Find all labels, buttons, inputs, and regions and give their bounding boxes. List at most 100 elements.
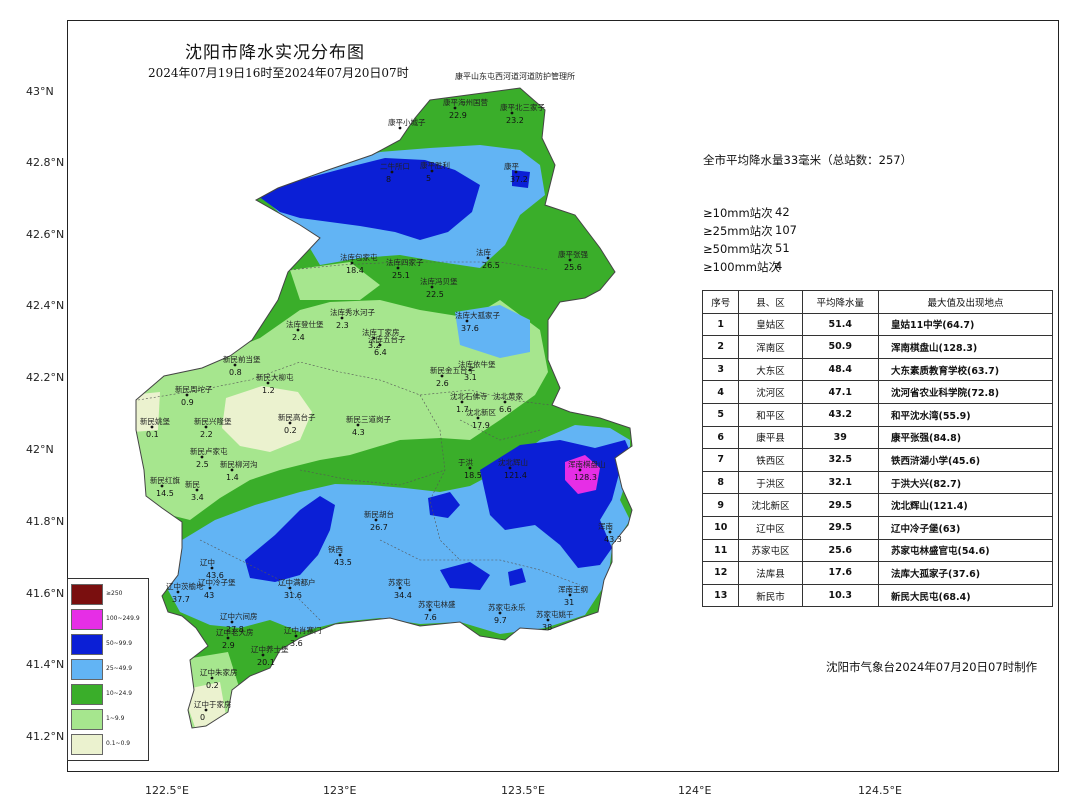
station-marker: 辽中 43.6 [200,557,224,580]
station-dot [356,423,360,427]
station-marker: 沈北辉山 121.4 [498,457,528,480]
station-name: 法库包家屯 [340,252,378,262]
row-index: 2 [701,335,740,359]
district-name: 和平区 [738,402,803,427]
station-value: 0 [200,713,205,722]
station-marker: 新民前当堡 0.8 [223,354,261,377]
threshold-value: 107 [775,223,797,237]
map-title: 沈阳市降水实况分布图 [185,43,365,63]
station-name: 新民高台子 [278,412,316,422]
max-station: 和平沈水湾(55.9) [877,402,1054,427]
station-marker: 法库五台子 6.4 [368,334,406,357]
station-value: 0.2 [284,426,297,435]
station-marker: 辽中养士堡 20.1 [251,644,289,667]
station-value: 31 [564,598,574,607]
legend: ≥250 100~249.9 50~99.9 25~49.9 10~24.9 1~9.9 0… [67,578,149,761]
station-dot [440,374,444,378]
station-name: 康平海州国营 [443,97,488,107]
station-dot [498,611,502,615]
station-name: 铁西 [328,544,343,554]
station-value: 18.5 [464,471,482,480]
station-dot [608,530,612,534]
district-name: 大东区 [738,357,803,382]
station-dot [503,400,507,404]
table-row: 6 康平县 39 康平张强(84.8) [701,425,1054,450]
station-marker: 辽中冷子堡 43 [198,577,236,600]
avg-precip: 47.1 [801,380,879,404]
row-index: 3 [701,357,740,382]
station-dot [372,336,376,340]
threshold-row: ≥25mm站次 107 [703,223,797,239]
lat-tick-label: 43°N [26,85,54,98]
station-dot [195,488,199,492]
station-name: 法库四家子 [386,257,424,267]
station-dot [460,400,464,404]
station-dot [294,634,298,638]
lat-tick-label: 42.2°N [26,371,65,384]
row-index: 9 [701,493,740,517]
threshold-label: ≥25mm站次 [703,224,773,238]
station-marker: 苏家屯永乐 9.7 [488,602,526,625]
max-station: 浑南棋盘山(128.3) [877,335,1054,359]
station-name: 辽中老大房 [216,627,254,637]
lat-tick-label: 42.6°N [26,228,65,241]
station-name: 法库大孤家子 [455,310,500,320]
threshold-row: ≥50mm站次 51 [703,241,790,257]
zone-1-10 [290,262,380,300]
avg-precip: 43.2 [801,402,879,427]
threshold-value: 51 [775,241,790,255]
station-name: 康平胜利 [420,160,450,170]
station-dot [476,416,480,420]
district-name: 于洪区 [738,470,803,495]
avg-precip: 39 [801,425,879,450]
row-index: 8 [701,470,740,495]
threshold-row: ≥10mm站次 42 [703,205,790,221]
station-marker: 法库登仕堡 2.4 [286,319,324,342]
station-name: 法库五台子 [368,334,406,344]
col-header: 县、区 [738,290,803,314]
station-dot [160,484,164,488]
avg-precip: 50.9 [801,335,879,359]
district-name: 沈北新区 [738,493,803,517]
legend-item: ≥250 [71,584,145,605]
station-marker: 辽中满都户 31.6 [278,577,316,600]
station-marker: 法库丁家房 3.2 [362,327,400,350]
station-name: 法库依牛堡 [458,359,496,369]
station-name: 康平 [504,161,519,171]
station-dot [261,653,265,657]
station-marker: 康平小城子 [388,117,426,130]
station-dot [185,393,189,397]
station-name: 于洪 [458,457,473,467]
station-value: 26.7 [370,523,388,532]
threshold-label: ≥50mm站次 [703,242,773,256]
station-marker: 沈北石佛寺 1.7 [450,391,488,414]
table-row: 2 浑南区 50.9 浑南棋盘山(128.3) [701,335,1054,359]
station-dot [510,111,514,115]
station-value: 0.2 [206,681,219,690]
station-value: 2.9 [222,641,235,650]
lat-tick-label: 41.4°N [26,658,65,671]
zone-50-100 [428,492,460,518]
table-row: 13 新民市 10.3 新民大民屯(68.4) [701,583,1054,608]
station-dot [226,636,230,640]
station-dot [568,258,572,262]
station-value: 2.4 [292,333,305,342]
legend-item: 10~24.9 [71,684,145,705]
legend-label: 100~249.9 [106,615,140,622]
avg-precip: 32.1 [801,470,879,495]
threshold-row: ≥100mm站次 4 [703,259,782,275]
station-value: 3.4 [191,493,204,502]
station-marker: 沈北黄家 6.6 [493,391,523,414]
station-marker: 法库大孤家子 37.6 [455,310,500,333]
station-name: 新民姚堡 [140,416,170,426]
station-name: 苏家屯姚千 [536,609,574,619]
station-value: 43 [204,591,214,600]
row-index: 11 [701,538,740,563]
row-index: 5 [701,402,740,427]
station-dot [465,319,469,323]
station-name: 浑南棋盘山 [568,459,606,469]
district-name: 浑南区 [738,335,803,359]
max-station: 新民大民屯(68.4) [877,583,1054,608]
station-marker: 苏家屯姚千 38 [536,609,574,632]
